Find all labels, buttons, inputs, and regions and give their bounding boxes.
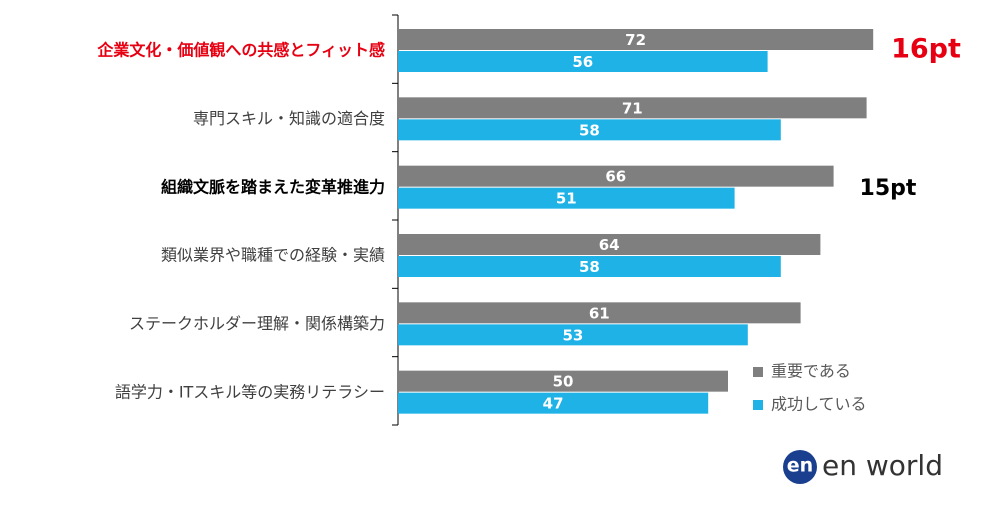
bar (398, 165, 834, 187)
legend-label: 重要である (771, 362, 851, 381)
bar (398, 302, 801, 324)
logo-mark: en (787, 455, 813, 477)
bar (398, 392, 709, 414)
logo-text: en world (822, 449, 943, 482)
category-label: ステークホルダー理解・関係構築力 (129, 314, 385, 333)
annotation: 15pt (860, 176, 917, 201)
value-label: 56 (572, 53, 593, 71)
category-label: 専門スキル・知識の適合度 (193, 109, 385, 128)
value-label: 61 (589, 304, 610, 322)
bar (398, 324, 748, 346)
bar (398, 187, 735, 209)
bar (398, 256, 781, 277)
annotation: 16pt (891, 34, 961, 65)
bar (398, 234, 821, 255)
bar (398, 119, 781, 141)
category-label: 語学力・ITスキル等の実務リテラシー (115, 382, 385, 401)
bar (398, 51, 768, 72)
bar (398, 29, 874, 50)
legend-swatch (753, 367, 763, 377)
logo-circle (783, 450, 817, 484)
value-label: 72 (625, 31, 646, 49)
value-label: 47 (543, 395, 564, 413)
category-label: 企業文化・価値観への共感とフィット感 (96, 41, 385, 60)
bar (398, 370, 728, 392)
category-label: 組織文脈を踏まえた変革推進力 (161, 177, 385, 196)
value-label: 50 (553, 373, 574, 391)
value-label: 64 (599, 236, 620, 254)
value-label: 58 (579, 258, 600, 276)
value-label: 66 (605, 168, 626, 186)
category-label: 類似業界や職種での経験・実績 (161, 246, 385, 265)
value-label: 53 (562, 326, 583, 344)
value-label: 51 (556, 190, 577, 208)
legend-label: 成功している (771, 395, 867, 414)
bar (398, 97, 867, 119)
value-label: 71 (622, 99, 643, 117)
legend-swatch (753, 400, 763, 410)
value-label: 58 (579, 121, 600, 139)
